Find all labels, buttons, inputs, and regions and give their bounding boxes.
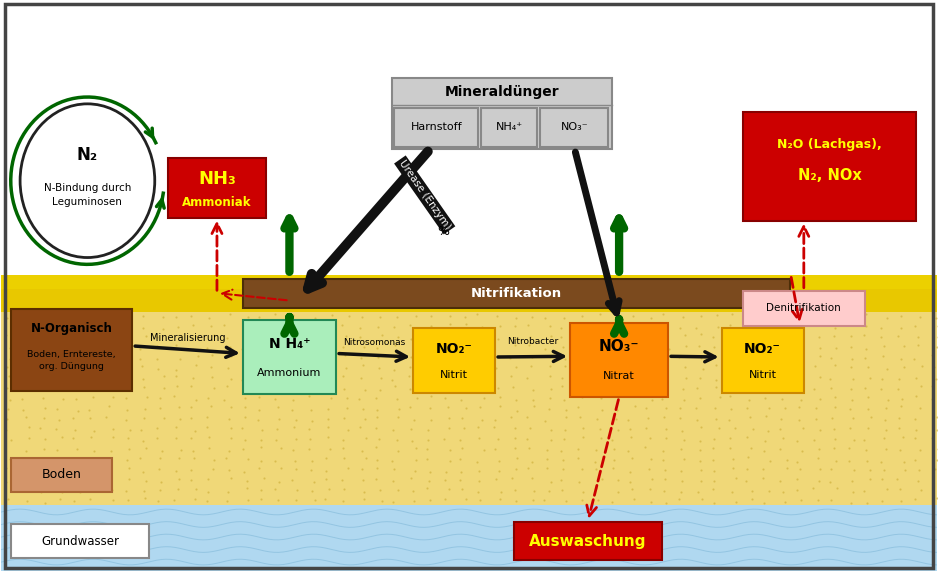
- Text: %: %: [438, 225, 449, 239]
- Text: NO₃⁻: NO₃⁻: [560, 122, 588, 132]
- Text: Harnstoff: Harnstoff: [411, 122, 462, 132]
- Text: Boden: Boden: [41, 468, 82, 482]
- Bar: [1, 275, 937, 312]
- Text: Auswaschung: Auswaschung: [529, 534, 646, 549]
- Bar: [721, 328, 804, 393]
- Bar: [10, 458, 112, 492]
- Text: Nitrifikation: Nitrifikation: [471, 287, 562, 300]
- Bar: [540, 108, 609, 147]
- Bar: [392, 78, 613, 149]
- Text: NO₂⁻: NO₂⁻: [435, 341, 473, 356]
- Bar: [514, 522, 661, 561]
- Text: Nitrit: Nitrit: [440, 370, 468, 380]
- Text: NO₂⁻: NO₂⁻: [744, 341, 781, 356]
- Bar: [481, 108, 537, 147]
- Text: NH₄⁺: NH₄⁺: [495, 122, 522, 132]
- Text: Ammonium: Ammonium: [257, 368, 322, 379]
- Text: N H₄⁺: N H₄⁺: [268, 337, 310, 351]
- Bar: [394, 108, 478, 147]
- Text: N-Organisch: N-Organisch: [31, 322, 113, 335]
- Text: N₂O (Lachgas),: N₂O (Lachgas),: [778, 138, 882, 152]
- Bar: [10, 309, 132, 391]
- Text: Boden, Erntereste,
org. Düngung: Boden, Erntereste, org. Düngung: [27, 350, 116, 371]
- Bar: [243, 279, 790, 308]
- Text: Grundwasser: Grundwasser: [41, 534, 119, 547]
- Bar: [1, 312, 937, 505]
- Bar: [10, 524, 149, 558]
- Bar: [413, 328, 495, 393]
- Text: N₂: N₂: [77, 146, 98, 164]
- Text: NH₃: NH₃: [198, 170, 235, 188]
- Text: Nitrat: Nitrat: [603, 371, 635, 382]
- Bar: [570, 323, 668, 397]
- Text: Ammoniak: Ammoniak: [182, 196, 251, 209]
- Bar: [743, 112, 916, 221]
- Text: NO₃⁻: NO₃⁻: [598, 339, 640, 354]
- Text: Denitrifikation: Denitrifikation: [766, 303, 841, 313]
- Text: Mineralisierung: Mineralisierung: [150, 333, 225, 343]
- Ellipse shape: [20, 104, 155, 257]
- Text: Mineraldünger: Mineraldünger: [445, 85, 559, 99]
- Text: Urease (Enzym): Urease (Enzym): [397, 158, 452, 232]
- Text: Nitrosomonas: Nitrosomonas: [343, 337, 405, 347]
- Text: Nitrobacter: Nitrobacter: [507, 337, 558, 346]
- Text: Nitrit: Nitrit: [749, 370, 777, 380]
- Bar: [743, 291, 865, 326]
- Bar: [168, 158, 266, 218]
- Bar: [1, 275, 937, 289]
- Text: N₂, NOx: N₂, NOx: [797, 168, 861, 182]
- Text: N-Bindung durch
Leguminosen: N-Bindung durch Leguminosen: [44, 183, 131, 206]
- Bar: [243, 320, 336, 394]
- Bar: [1, 505, 937, 571]
